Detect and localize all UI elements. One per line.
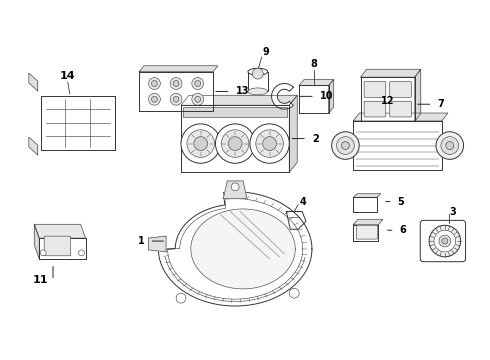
Circle shape [170, 78, 182, 89]
Text: 2: 2 [312, 134, 318, 144]
Text: 6: 6 [399, 225, 406, 235]
Circle shape [78, 250, 84, 256]
Circle shape [429, 225, 461, 257]
Polygon shape [34, 224, 85, 238]
Circle shape [436, 132, 464, 159]
Circle shape [195, 96, 201, 102]
Polygon shape [361, 77, 415, 121]
Circle shape [263, 137, 276, 150]
Polygon shape [299, 80, 334, 85]
Circle shape [441, 137, 459, 154]
Ellipse shape [248, 68, 268, 75]
Text: 8: 8 [311, 59, 318, 69]
Circle shape [252, 68, 263, 79]
Polygon shape [271, 84, 294, 109]
Polygon shape [329, 80, 334, 113]
Bar [248, 72, 268, 91]
FancyBboxPatch shape [390, 101, 412, 117]
Polygon shape [299, 85, 329, 113]
Polygon shape [41, 96, 115, 150]
Ellipse shape [248, 88, 268, 95]
FancyBboxPatch shape [44, 236, 71, 256]
Circle shape [439, 235, 451, 247]
Polygon shape [353, 113, 448, 121]
Polygon shape [223, 181, 247, 199]
Circle shape [221, 130, 249, 157]
FancyBboxPatch shape [390, 82, 412, 97]
Polygon shape [39, 238, 85, 259]
Circle shape [228, 137, 242, 150]
Text: 12: 12 [381, 96, 394, 106]
Circle shape [181, 124, 220, 163]
Circle shape [173, 96, 179, 102]
Polygon shape [353, 225, 378, 241]
Circle shape [176, 293, 186, 303]
Polygon shape [181, 95, 297, 105]
Circle shape [231, 183, 239, 191]
Text: 14: 14 [60, 71, 75, 81]
FancyBboxPatch shape [356, 225, 377, 239]
Text: 1: 1 [138, 236, 145, 246]
Polygon shape [181, 105, 289, 172]
Circle shape [332, 132, 359, 159]
FancyBboxPatch shape [420, 220, 466, 262]
Polygon shape [353, 121, 442, 170]
Circle shape [195, 81, 201, 86]
Polygon shape [139, 66, 218, 72]
Polygon shape [148, 236, 166, 252]
Circle shape [216, 124, 255, 163]
Circle shape [337, 137, 354, 154]
Polygon shape [286, 212, 306, 229]
Polygon shape [289, 95, 297, 172]
Circle shape [446, 141, 454, 149]
Polygon shape [191, 209, 295, 289]
FancyBboxPatch shape [364, 101, 386, 117]
Circle shape [194, 137, 208, 150]
Polygon shape [353, 197, 377, 212]
Circle shape [192, 93, 204, 105]
Polygon shape [34, 224, 39, 259]
Circle shape [187, 130, 215, 157]
Text: 13: 13 [236, 86, 249, 96]
Polygon shape [29, 73, 38, 91]
Polygon shape [353, 219, 383, 225]
Text: 11: 11 [33, 275, 48, 285]
Circle shape [250, 124, 289, 163]
Polygon shape [361, 69, 421, 77]
Circle shape [151, 96, 157, 102]
Circle shape [173, 81, 179, 86]
Circle shape [40, 250, 46, 256]
Text: 10: 10 [320, 91, 333, 101]
Circle shape [151, 81, 157, 86]
Text: 9: 9 [263, 47, 270, 57]
Polygon shape [353, 194, 381, 197]
Circle shape [148, 93, 160, 105]
FancyBboxPatch shape [364, 82, 386, 97]
Circle shape [170, 93, 182, 105]
Text: 3: 3 [450, 207, 457, 216]
Polygon shape [158, 192, 312, 306]
Text: 7: 7 [438, 99, 444, 109]
Bar [183, 107, 287, 117]
Polygon shape [415, 69, 421, 121]
Circle shape [442, 238, 448, 244]
Polygon shape [29, 137, 38, 155]
Circle shape [342, 141, 349, 149]
Circle shape [256, 130, 283, 157]
Circle shape [192, 78, 204, 89]
Polygon shape [139, 72, 213, 111]
Circle shape [434, 230, 456, 252]
Circle shape [148, 78, 160, 89]
Text: 5: 5 [397, 197, 404, 207]
Circle shape [289, 288, 299, 298]
Text: 4: 4 [299, 197, 306, 207]
